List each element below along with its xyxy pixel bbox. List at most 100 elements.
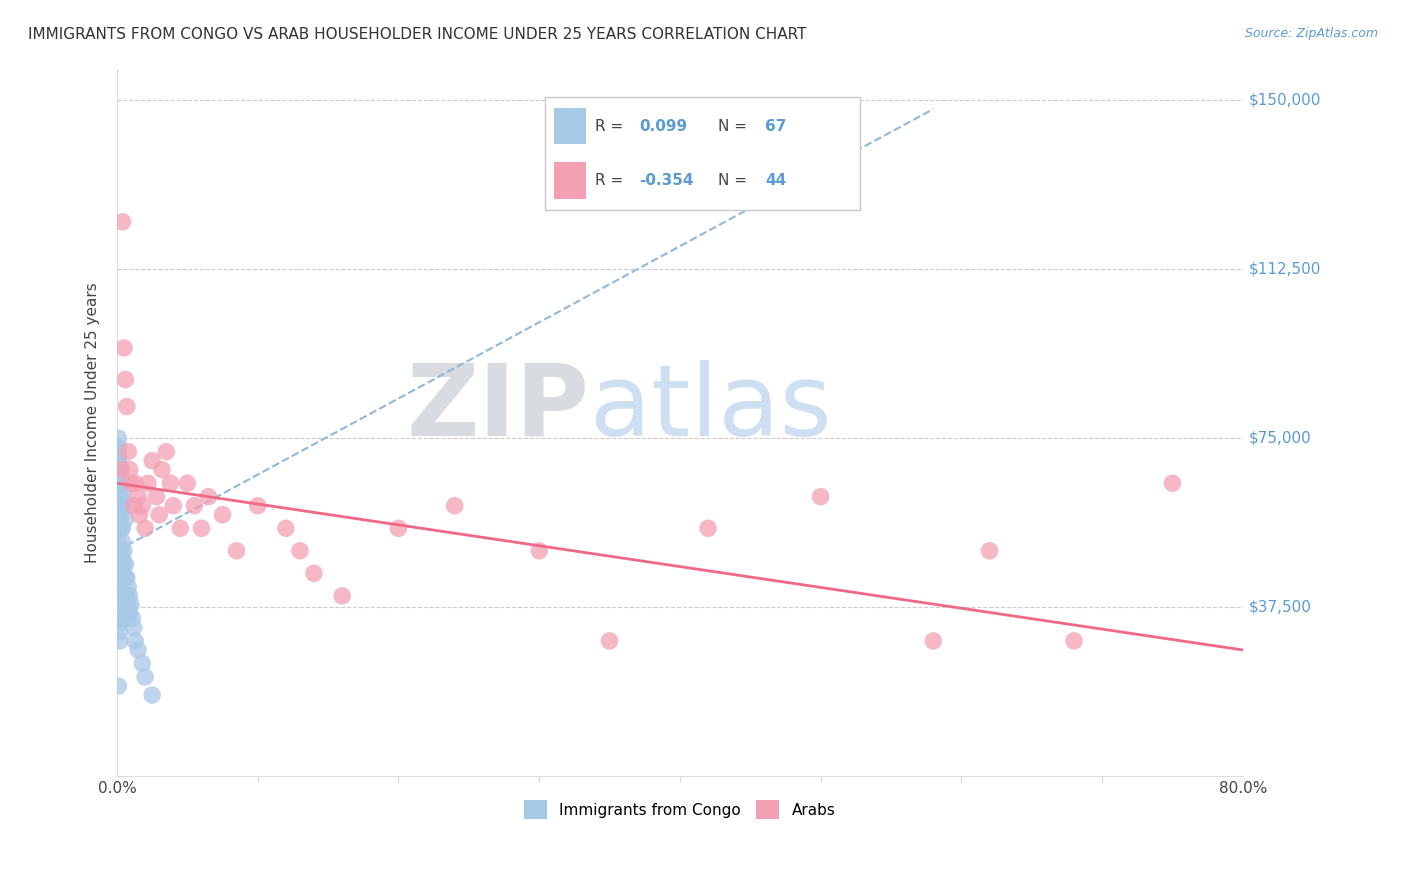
Point [112, 607, 135, 621]
Point [246, 499, 269, 513]
Point [110, 490, 132, 504]
Point [922, 634, 945, 648]
Text: $75,000: $75,000 [1249, 431, 1312, 446]
Point [155, 444, 177, 458]
Point [112, 499, 135, 513]
Point [121, 611, 143, 625]
Point [110, 611, 132, 625]
Point [127, 490, 149, 504]
Point [176, 476, 198, 491]
Point [107, 449, 129, 463]
Text: $37,500: $37,500 [1249, 599, 1312, 615]
Point [134, 670, 156, 684]
Point [115, 589, 138, 603]
Point [108, 458, 131, 472]
Point [107, 463, 129, 477]
Point [162, 499, 184, 513]
Point [183, 499, 205, 513]
Point [111, 534, 134, 549]
Point [112, 543, 135, 558]
Point [112, 589, 135, 603]
Point [190, 521, 212, 535]
Point [387, 521, 409, 535]
Point [120, 476, 142, 491]
Point [107, 431, 129, 445]
Point [110, 566, 132, 581]
Point [127, 643, 149, 657]
Point [107, 534, 129, 549]
Point [115, 607, 138, 621]
Point [110, 476, 132, 491]
Point [107, 490, 129, 504]
Point [225, 543, 247, 558]
Point [211, 508, 233, 522]
Point [112, 341, 135, 355]
Point [330, 589, 353, 603]
Point [134, 521, 156, 535]
Point [108, 553, 131, 567]
Point [107, 508, 129, 522]
Point [110, 499, 132, 513]
Point [107, 679, 129, 693]
Point [599, 634, 621, 648]
Point [131, 499, 153, 513]
Point [148, 508, 170, 522]
Point [111, 553, 134, 567]
Text: Source: ZipAtlas.com: Source: ZipAtlas.com [1244, 27, 1378, 40]
Point [128, 508, 150, 522]
Point [1063, 634, 1085, 648]
Point [107, 444, 129, 458]
Point [112, 571, 135, 585]
Point [111, 589, 134, 603]
Point [110, 543, 132, 558]
Point [197, 490, 219, 504]
Point [124, 476, 146, 491]
Point [169, 521, 191, 535]
Point [108, 580, 131, 594]
Point [288, 543, 311, 558]
Point [810, 490, 832, 504]
Point [131, 657, 153, 671]
Point [117, 598, 139, 612]
Point [117, 580, 139, 594]
Point [527, 543, 550, 558]
Point [150, 463, 173, 477]
Point [979, 543, 1001, 558]
Text: ZIP: ZIP [406, 359, 591, 457]
Text: $112,500: $112,500 [1249, 261, 1320, 277]
Point [107, 521, 129, 535]
Point [111, 215, 134, 229]
Point [112, 558, 135, 572]
Text: IMMIGRANTS FROM CONGO VS ARAB HOUSEHOLDER INCOME UNDER 25 YEARS CORRELATION CHAR: IMMIGRANTS FROM CONGO VS ARAB HOUSEHOLDE… [28, 27, 807, 42]
Point [108, 607, 131, 621]
Point [118, 463, 141, 477]
Point [443, 499, 465, 513]
Point [110, 589, 132, 603]
Point [114, 589, 136, 603]
Point [122, 620, 145, 634]
Point [114, 571, 136, 585]
Point [108, 598, 131, 612]
Point [159, 476, 181, 491]
Point [120, 598, 142, 612]
Point [302, 566, 325, 581]
Point [111, 485, 134, 500]
Point [108, 624, 131, 639]
Point [110, 463, 132, 477]
Point [115, 571, 138, 585]
Point [1161, 476, 1184, 491]
Point [108, 467, 131, 482]
Point [118, 589, 141, 603]
Point [122, 499, 145, 513]
Point [136, 476, 159, 491]
Point [108, 634, 131, 648]
Point [107, 440, 129, 454]
Point [114, 512, 136, 526]
Point [111, 566, 134, 581]
Point [141, 453, 163, 467]
Point [117, 444, 139, 458]
Point [110, 508, 132, 522]
Point [111, 611, 134, 625]
Point [115, 400, 138, 414]
Point [108, 615, 131, 630]
